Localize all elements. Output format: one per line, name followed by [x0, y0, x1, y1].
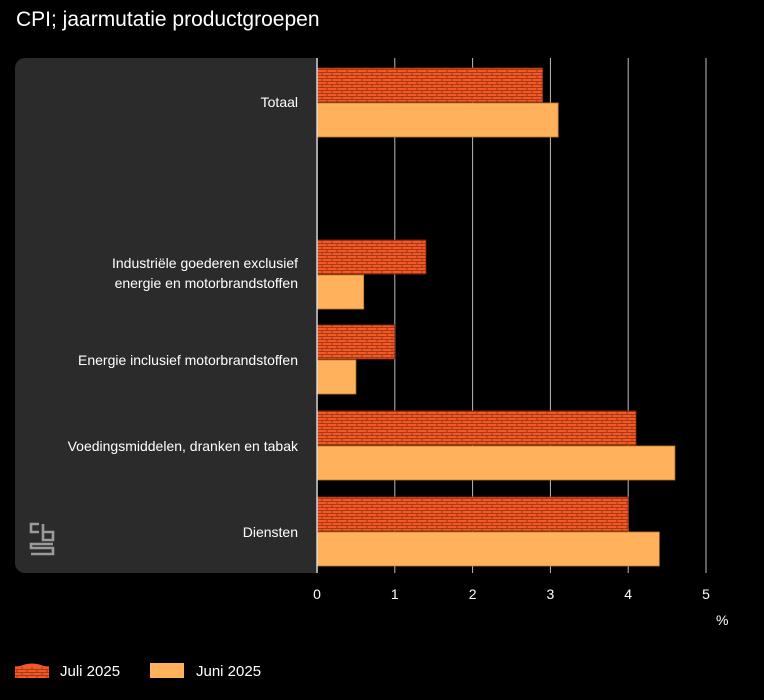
- x-tick-label-2: 2: [468, 586, 477, 602]
- bar-juni-4: [316, 531, 660, 567]
- category-label-line: Diensten: [242, 524, 298, 540]
- bar-juni-3: [316, 445, 676, 481]
- legend-swatch-juli: [15, 663, 49, 678]
- bar-juni-0: [316, 102, 559, 138]
- chart-title: CPI; jaarmutatie productgroepen: [16, 8, 320, 31]
- bars: [316, 67, 676, 567]
- category-label-1: Industriële goederen exclusief energie en…: [112, 253, 298, 293]
- category-label-2: Energie inclusief motorbrandstoffen: [78, 350, 298, 370]
- cbs-logo: [29, 522, 55, 561]
- category-label-line: energie en motorbrandstoffen: [114, 275, 298, 291]
- x-tick-label-5: 5: [702, 586, 710, 602]
- legend-label-juli: Juli 2025: [60, 663, 121, 680]
- x-tick-label-4: 4: [624, 586, 633, 602]
- bar-juli-4: [316, 496, 629, 532]
- bar-juli-0: [316, 67, 544, 103]
- bar-juli-1: [316, 239, 427, 275]
- bar-juli-3: [316, 410, 637, 446]
- category-label-4: Diensten: [243, 522, 298, 542]
- category-label-0: Totaal: [261, 92, 298, 112]
- category-label-panel: [15, 58, 316, 573]
- category-label-3: Voedingsmiddelen, dranken en tabak: [68, 436, 298, 456]
- bar-juni-2: [316, 359, 357, 395]
- bar-juli-2: [316, 324, 396, 360]
- bar-juni-1: [316, 274, 365, 310]
- category-label-line: Energie inclusief motorbrandstoffen: [78, 352, 298, 368]
- x-tick-label-3: 3: [546, 586, 555, 602]
- x-axis-unit: %: [716, 612, 729, 628]
- x-tick-label-1: 1: [390, 586, 399, 602]
- category-label-line: Voedingsmiddelen, dranken en tabak: [67, 438, 298, 454]
- legend-swatch-juni: [150, 663, 184, 678]
- category-label-line: Totaal: [260, 94, 298, 110]
- x-tick-label-0: 0: [313, 586, 321, 602]
- category-label-line: Industriële goederen exclusief: [111, 255, 298, 271]
- legend-label-juni: Juni 2025: [196, 663, 262, 680]
- grid-lines: [394, 58, 707, 573]
